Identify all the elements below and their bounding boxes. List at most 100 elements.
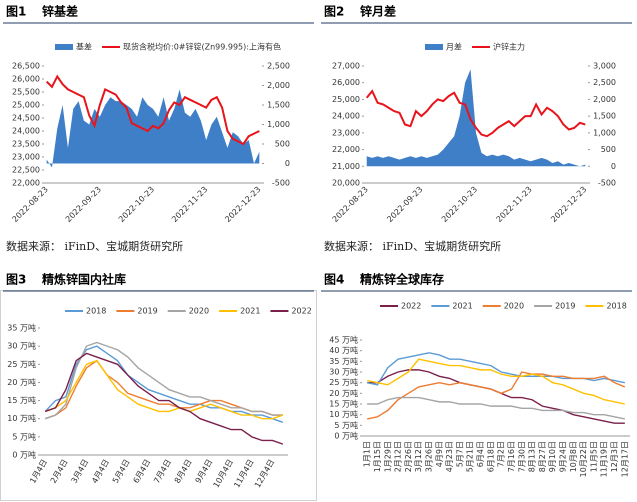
legend-label: 2018 xyxy=(606,302,626,311)
y-tick-label: 25,500 xyxy=(12,88,40,97)
y2-tick-label: 3,000 xyxy=(593,62,616,71)
x-tick-label: 9月24日 xyxy=(559,441,568,472)
x-tick-label: 4月23日 xyxy=(445,441,454,472)
x-tick-label: 3月4日 xyxy=(70,458,91,485)
figure-label: 图4 xyxy=(324,273,344,287)
x-tick-label: 3月26日 xyxy=(425,441,434,472)
figure-label: 图3 xyxy=(6,273,26,287)
legend-label: 2020 xyxy=(189,307,209,316)
y-tick-label: 30 万吨 xyxy=(7,341,36,351)
y-tick-label: 21,000 xyxy=(332,162,360,171)
x-tick-label: 12月4日 xyxy=(253,458,276,490)
y2-tick-label: 500 xyxy=(601,145,616,154)
chart-title: 锌基差 xyxy=(42,4,78,19)
line xyxy=(44,352,284,445)
x-tick-label: 2022-09-23 xyxy=(385,185,424,224)
y-tick-label: 20,000 xyxy=(332,179,360,188)
y-tick-label: 22,500 xyxy=(12,166,40,175)
x-tick-label: 9月4日 xyxy=(194,458,215,485)
y-tick-label: 35 万吨 xyxy=(329,356,358,366)
y-tick-label: 0 万吨 xyxy=(12,450,36,460)
x-tick-label: 8月27日 xyxy=(538,441,547,472)
x-tick-label: 1月4日 xyxy=(28,458,49,485)
x-tick-label: 4月9日 xyxy=(435,441,444,467)
y-tick-label: 10 万吨 xyxy=(7,413,36,423)
x-tick-label: 2022-09-23 xyxy=(64,185,103,224)
y-tick-label: 24,000 xyxy=(332,112,360,121)
x-tick-label: 11月19日 xyxy=(600,441,609,477)
legend-label: 2021 xyxy=(452,302,472,311)
y2-tick-label: 1,500 xyxy=(593,112,616,121)
x-tick-label: 8月13日 xyxy=(528,441,537,472)
x-tick-label: 10月22日 xyxy=(579,441,588,477)
y-tick-label: 5 万吨 xyxy=(334,420,358,430)
y-tick-label: 27,000 xyxy=(332,62,360,71)
legend-label: 2019 xyxy=(555,302,575,311)
line xyxy=(367,352,625,386)
y-tick-label: 20 万吨 xyxy=(329,388,358,398)
y-tick-label: 25 万吨 xyxy=(7,359,36,369)
y2-tick-label: -500 xyxy=(598,179,616,188)
x-tick-label: 7月16日 xyxy=(507,441,516,472)
line xyxy=(45,74,260,146)
legend-label: 沪锌主力 xyxy=(493,42,525,52)
line xyxy=(44,359,284,420)
x-tick-label: 2022-12-23 xyxy=(223,185,262,224)
y-tick-label: 0 万吨 xyxy=(334,431,358,441)
y-tick-label: 23,000 xyxy=(332,128,360,137)
legend-label: 2022 xyxy=(401,302,421,311)
source: 数据来源： iFinD、宝城期货研究所 xyxy=(324,239,501,253)
y-tick-label: 25 万吨 xyxy=(329,377,358,387)
y2-tick-label: 0 xyxy=(285,159,290,168)
x-tick-label: 2022-11-23 xyxy=(170,185,209,224)
x-tick-label: 2月12日 xyxy=(394,441,403,472)
x-tick-label: 8月4日 xyxy=(173,458,194,485)
y-tick-label: 24,000 xyxy=(12,127,40,136)
x-tick-label: 2月4日 xyxy=(49,458,70,485)
y-tick-label: 5 万吨 xyxy=(12,431,36,441)
y2-tick-label: 500 xyxy=(275,140,290,149)
y-tick-label: 10 万吨 xyxy=(329,409,358,419)
legend-swatch xyxy=(425,44,443,50)
y-tick-label: 23,000 xyxy=(12,153,40,162)
x-tick-label: 7月30日 xyxy=(517,441,526,472)
legend-swatch xyxy=(55,44,73,50)
legend-label: 2022 xyxy=(291,307,311,316)
y-tick-label: 25,000 xyxy=(332,95,360,104)
legend-label: 现货含税均价:0#锌锭(Zn99.995):上海有色 xyxy=(123,42,281,52)
x-tick-label: 1月15日 xyxy=(373,441,382,472)
y-tick-label: 40 万吨 xyxy=(329,345,358,355)
y-tick-label: 15 万吨 xyxy=(7,395,36,405)
x-tick-label: 5月4日 xyxy=(111,458,132,485)
x-tick-label: 1月1日 xyxy=(363,441,372,467)
x-tick-label: 12月17日 xyxy=(620,441,629,477)
figure-label: 图2 xyxy=(324,5,344,19)
line xyxy=(367,371,626,420)
line xyxy=(365,89,586,138)
legend-label: 2020 xyxy=(504,302,524,311)
chart-title: 锌月差 xyxy=(360,4,396,19)
x-tick-label: 4月4日 xyxy=(90,458,111,485)
y-tick-label: 22,000 xyxy=(332,145,360,154)
y2-tick-label: 0 xyxy=(611,162,616,171)
x-tick-label: 7月2日 xyxy=(497,441,506,467)
figure-label: 图1 xyxy=(6,5,26,19)
x-tick-label: 10月8日 xyxy=(569,441,578,472)
x-tick-label: 12月3日 xyxy=(610,441,619,472)
y-tick-label: 15 万吨 xyxy=(329,399,358,409)
y-tick-label: 22,000 xyxy=(12,179,40,188)
y-tick-label: 23,500 xyxy=(12,140,40,149)
x-tick-label: 1月29日 xyxy=(383,441,392,472)
line xyxy=(44,345,284,424)
area xyxy=(46,89,260,168)
x-tick-label: 2022-10-23 xyxy=(440,185,479,224)
x-tick-label: 5月21日 xyxy=(466,441,475,472)
legend-label: 2019 xyxy=(137,307,157,316)
y2-tick-label: 2,000 xyxy=(267,81,290,90)
line xyxy=(367,396,625,420)
x-tick-label: 2022-12-23 xyxy=(549,185,588,224)
y-tick-label: 20 万吨 xyxy=(7,377,36,387)
y-tick-label: 26,000 xyxy=(12,75,40,84)
source: 数据来源： iFinD、宝城期货研究所 xyxy=(6,239,183,253)
